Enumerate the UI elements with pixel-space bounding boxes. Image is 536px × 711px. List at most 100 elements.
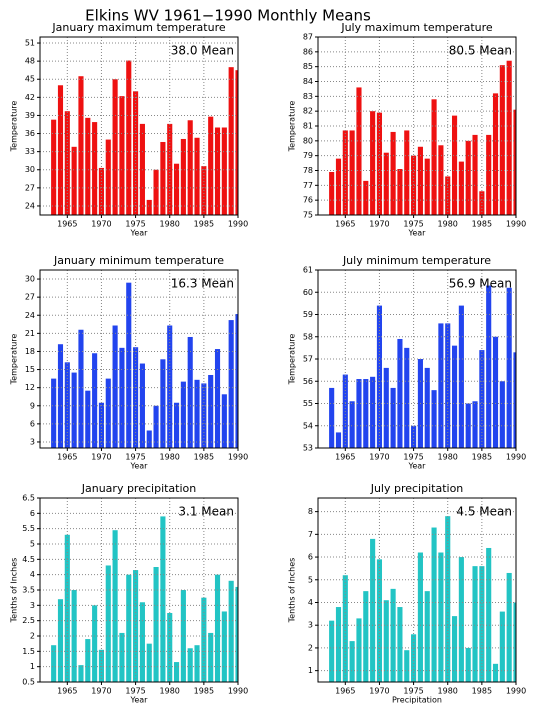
bars: [329, 285, 516, 448]
x-tick-label: 1965: [57, 687, 77, 696]
y-tick-label: 2: [308, 643, 313, 652]
y-tick-label: 84: [303, 77, 313, 86]
bar: [119, 347, 125, 448]
bar: [228, 67, 234, 215]
bar: [98, 402, 105, 448]
y-axis-label: Temperature: [10, 101, 19, 153]
bar: [356, 379, 362, 448]
bar: [146, 199, 152, 215]
bar: [390, 588, 396, 682]
y-tick-label: 3: [308, 621, 313, 630]
bar: [139, 602, 145, 682]
x-tick-label: 1975: [125, 687, 145, 696]
bar: [133, 91, 139, 215]
bar: [424, 158, 430, 215]
y-tick-label: 4.5: [22, 555, 35, 564]
y-axis-label: Temperature: [288, 101, 297, 153]
x-tick-label: 1970: [91, 453, 111, 462]
y-tick-label: 56: [303, 377, 313, 386]
x-tick-label: 1980: [160, 220, 180, 229]
bar: [57, 344, 64, 448]
y-tick-label: 45: [25, 75, 35, 84]
y-tick-label: 80: [303, 136, 313, 145]
bar: [105, 565, 111, 682]
y-tick-label: 24: [25, 201, 35, 210]
bar: [187, 336, 193, 448]
bar: [445, 323, 451, 448]
panel: January minimum temperature 3 6 9 12 15 18 21 24…: [10, 254, 249, 471]
x-tick-label: 1985: [194, 220, 214, 229]
bar: [506, 60, 512, 215]
bar: [349, 641, 355, 682]
bar: [397, 607, 403, 682]
bar: [78, 329, 84, 448]
bar: [221, 394, 227, 448]
x-tick-label: 1980: [160, 687, 180, 696]
bar: [383, 600, 389, 682]
bars: [51, 516, 238, 682]
bar: [370, 538, 376, 682]
y-tick-label: 53: [303, 444, 313, 453]
bar: [208, 116, 214, 215]
bar: [356, 87, 362, 215]
bar: [363, 591, 369, 682]
y-tick-label: 75: [303, 211, 313, 220]
y-tick-label: 5: [308, 575, 313, 584]
y-tick-label: 27: [25, 183, 35, 192]
panel: January maximum temperature 24 27 30 33 36 39 4…: [10, 21, 249, 238]
x-tick-label: 1980: [438, 453, 458, 462]
bars: [329, 60, 516, 215]
y-tick-label: 5: [30, 540, 35, 549]
x-tick-label: 1980: [438, 687, 458, 696]
x-tick-label: 1985: [194, 687, 214, 696]
y-tick-label: 85: [303, 62, 313, 71]
x-tick-label: 1975: [403, 220, 423, 229]
bar: [146, 430, 152, 448]
bar: [465, 647, 471, 682]
bar: [445, 516, 451, 682]
bar: [499, 611, 505, 682]
bar: [499, 381, 505, 448]
y-tick-label: 12: [25, 383, 35, 392]
y-tick-label: 36: [25, 129, 35, 138]
bar: [235, 314, 238, 448]
y-tick-label: 3: [30, 601, 35, 610]
x-tick-label: 1985: [472, 453, 492, 462]
bar: [349, 401, 355, 448]
bar: [458, 557, 464, 682]
x-tick-label: 1975: [125, 220, 145, 229]
bar: [335, 432, 342, 448]
x-tick-label: 1990: [228, 220, 248, 229]
y-tick-label: 30: [25, 275, 35, 284]
bar: [513, 109, 516, 215]
bar: [404, 130, 410, 215]
page-title: Elkins WV 1961−1990 Monthly Means: [85, 7, 371, 25]
bar: [71, 146, 77, 215]
bar: [180, 590, 186, 682]
y-tick-label: 82: [303, 107, 313, 116]
x-tick-label: 1985: [194, 453, 214, 462]
bar: [363, 180, 369, 215]
bar: [451, 616, 458, 682]
plot-frame: [39, 497, 239, 683]
y-tick-label: 27: [25, 293, 35, 302]
y-tick-label: 78: [303, 166, 313, 175]
y-tick-label: 2: [30, 632, 35, 641]
bar: [51, 645, 57, 682]
y-tick-label: 42: [25, 93, 35, 102]
bar: [472, 134, 478, 215]
y-tick-label: 7: [308, 530, 313, 539]
bar: [458, 305, 464, 448]
x-tick-label: 1990: [506, 220, 526, 229]
panel-title: January minimum temperature: [53, 254, 224, 267]
bar: [98, 649, 105, 682]
bar: [486, 547, 492, 682]
bar: [383, 367, 389, 448]
bar: [438, 323, 444, 448]
bar: [228, 320, 234, 448]
y-tick-label: 83: [303, 92, 313, 101]
bar: [92, 605, 98, 682]
bars: [51, 60, 238, 215]
bar: [329, 387, 335, 448]
bar: [173, 662, 180, 682]
